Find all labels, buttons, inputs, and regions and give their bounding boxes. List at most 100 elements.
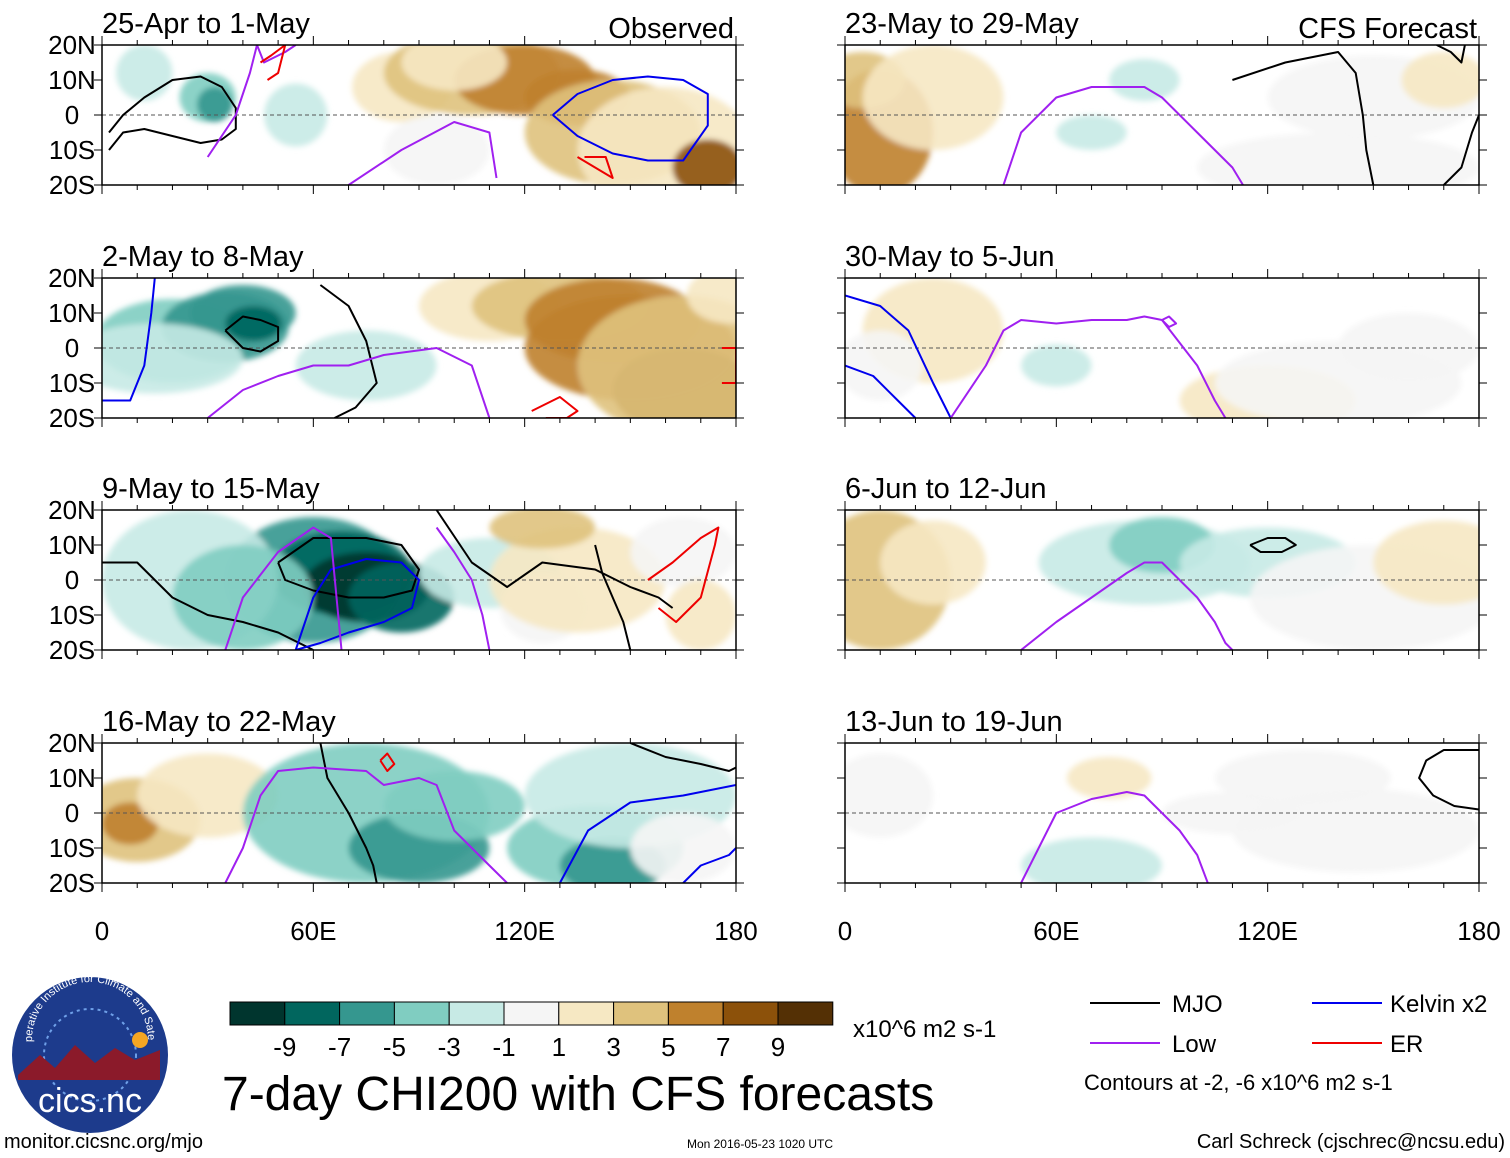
axes-layer: 0 60E 120E 180 0 60E 120E 180	[95, 916, 1501, 946]
footer-author: Carl Schreck (cjschrec@ncsu.edu)	[1197, 1131, 1505, 1153]
panel-period-label: 2-May to 8-May	[102, 241, 304, 273]
anomaly-blob	[630, 813, 736, 883]
anomaly-blob	[1197, 132, 1479, 185]
anomaly-blob	[295, 330, 437, 401]
x-tick-label: 180	[1457, 916, 1500, 946]
anomaly-blob	[489, 510, 596, 549]
colorbar-tick-label: 3	[606, 1032, 620, 1062]
colorbar-swatch	[613, 1001, 669, 1026]
main-title: 7-day CHI200 with CFS forecasts	[222, 1068, 934, 1121]
contour-mjo	[1418, 749, 1479, 811]
colorbar-tick-label: 9	[771, 1032, 785, 1062]
anomaly-blob	[686, 278, 736, 324]
colorbar-swatch	[339, 1001, 395, 1026]
contour-low	[207, 347, 491, 418]
y-tick-label: 10S	[49, 368, 95, 398]
contour-mjo	[629, 743, 736, 772]
panel-field	[845, 510, 1479, 650]
panel-field	[845, 743, 1479, 883]
colorbar-tick-label: 5	[661, 1032, 675, 1062]
panel-obs-2: 20N 10N 0 10S 20S 2-May to 8-May	[48, 241, 744, 433]
anomaly-blob	[1021, 344, 1092, 387]
anomaly-blob	[845, 330, 923, 401]
anomaly-blob	[665, 580, 736, 650]
legend: MJO Kelvin x2 Low ER Contours at -2, -6 …	[1084, 991, 1487, 1095]
contour-mjo	[102, 561, 314, 650]
panel-period-label: 16-May to 22-May	[102, 706, 336, 738]
contour-kelvin-x2	[845, 364, 917, 418]
colorbar-tick-label: 7	[716, 1032, 730, 1062]
panel-period-label: 23-May to 29-May	[845, 8, 1079, 40]
y-tick-label: 0	[65, 333, 79, 363]
anomaly-blob	[116, 45, 173, 101]
colorbar-swatch	[503, 1001, 560, 1026]
y-tick-label: 10S	[49, 833, 95, 863]
footer-url: monitor.cicsnc.org/mjo	[4, 1131, 203, 1153]
contour-low	[949, 315, 1227, 418]
anomaly-blob	[862, 45, 1004, 150]
panel-obs-1: 20N 10N 0 10S 20S 25-Apr to 1-May Observed	[48, 8, 744, 200]
contour-low	[1020, 561, 1234, 650]
contour-kelvin-x2	[845, 294, 952, 418]
y-tick-label: 10S	[49, 135, 95, 165]
x-tick-label: 0	[95, 916, 109, 946]
contour-er	[576, 156, 614, 179]
anomaly-blob	[672, 139, 736, 185]
panel-period-label: 6-Jun to 12-Jun	[845, 473, 1047, 505]
y-tick-label: 20N	[48, 30, 96, 60]
contour-mjo	[224, 315, 280, 353]
anomaly-blob	[1021, 837, 1162, 883]
contour-er	[379, 752, 396, 772]
contour-mjo	[1436, 45, 1466, 64]
contour-mjo	[319, 743, 378, 883]
contour-mjo	[277, 537, 420, 599]
contour-kelvin-x2	[682, 847, 736, 883]
contour-er	[647, 526, 720, 623]
panel-field	[845, 45, 1479, 185]
colorbar-tick-label: -1	[492, 1032, 515, 1062]
contour-er	[721, 347, 736, 384]
y-tick-label: 10N	[48, 530, 96, 560]
contour-mjo	[1249, 537, 1297, 553]
contour-low	[224, 766, 508, 883]
colorbar-units-label: x10^6 m2 s-1	[853, 1016, 996, 1043]
panel-cfs-4: 13-Jun to 19-Jun	[837, 706, 1487, 892]
logo-sun-icon	[132, 1032, 148, 1048]
anomaly-blob	[880, 520, 986, 605]
panel-period-label: 13-Jun to 19-Jun	[845, 706, 1063, 738]
y-tick-label: 10N	[48, 298, 96, 328]
panel-field	[102, 510, 736, 650]
colorbar-tick-label: -5	[383, 1032, 406, 1062]
legend-contours-note: Contours at -2, -6 x10^6 m2 s-1	[1084, 1070, 1393, 1095]
colorbar-swatch	[722, 1001, 779, 1026]
x-tick-label: 120E	[1237, 916, 1298, 946]
logo-circle	[12, 977, 168, 1133]
y-tick-label: 0	[65, 100, 79, 130]
legend-label-kelvin: Kelvin x2	[1390, 991, 1487, 1018]
colorbar-swatch	[284, 1001, 341, 1026]
anomaly-blob	[1214, 750, 1391, 806]
panel-cfs-3: 6-Jun to 12-Jun	[837, 473, 1487, 659]
anomaly-blob	[1066, 757, 1152, 799]
anomaly-shading	[845, 750, 1479, 883]
anomaly-blob	[264, 83, 328, 147]
anomaly-blob	[401, 45, 508, 91]
anomaly-blob	[1109, 59, 1180, 101]
contour-low	[1002, 86, 1244, 185]
contour-low	[206, 45, 297, 158]
y-tick-label: 0	[65, 565, 79, 595]
anomaly-blob	[383, 771, 525, 841]
contour-low	[1020, 791, 1209, 883]
anomaly-blob	[1373, 520, 1479, 605]
anomaly-blob	[489, 527, 666, 633]
anomaly-shading	[102, 743, 736, 883]
legend-label-er: ER	[1390, 1031, 1423, 1058]
y-tick-label: 10N	[48, 65, 96, 95]
legend-label-mjo: MJO	[1172, 991, 1223, 1018]
panel-field	[102, 45, 736, 185]
contour-mjo	[1232, 51, 1375, 185]
panel-header-label: CFS Forecast	[1298, 13, 1477, 45]
panel-cfs-1: 23-May to 29-May CFS Forecast	[837, 8, 1487, 194]
panel-field	[845, 278, 1479, 418]
